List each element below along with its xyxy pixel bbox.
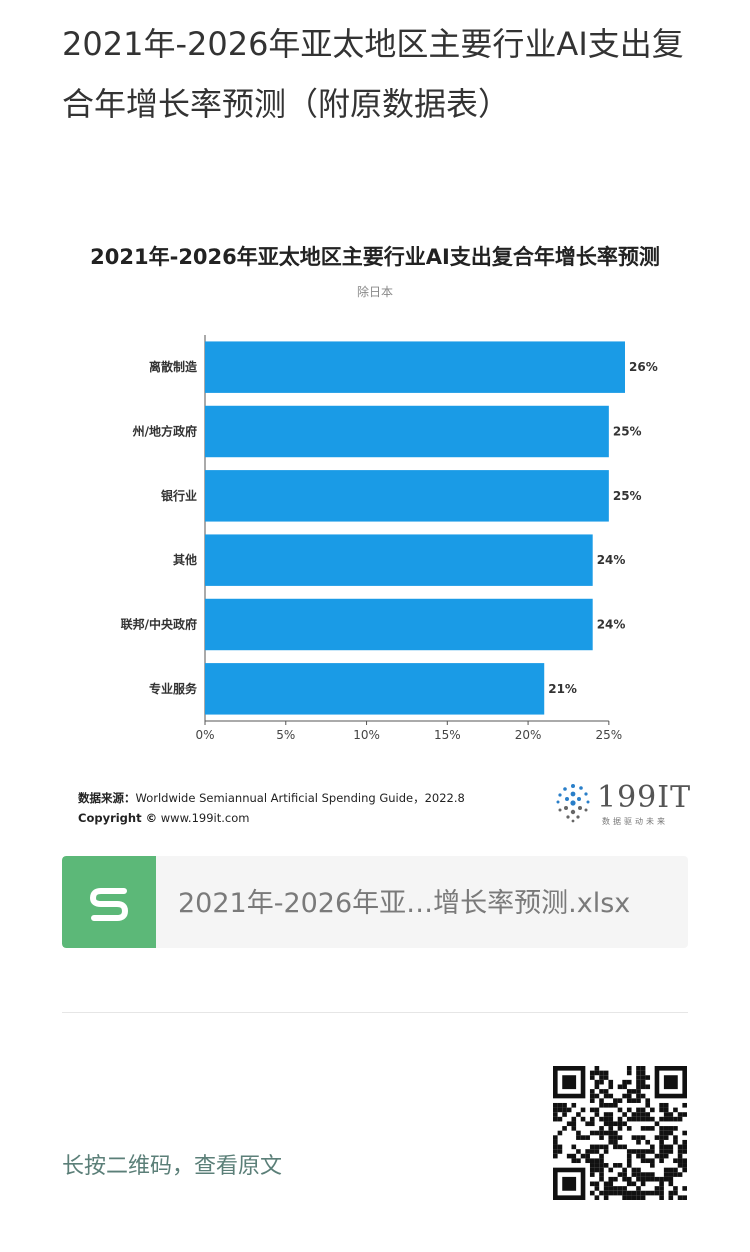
bar	[205, 663, 545, 715]
attachment-file-name: 2021年-2026年亚…增长率预测.xlsx	[178, 888, 631, 919]
value-label: 25%	[613, 425, 642, 439]
bar	[205, 405, 609, 458]
attachment-card[interactable]: 2021年-2026年亚…增长率预测.xlsx	[62, 856, 688, 948]
spreadsheet-file-icon	[62, 856, 156, 948]
source-label: 数据来源：	[78, 791, 136, 805]
article-title: 2021年-2026年亚太地区主要行业AI支出复合年增长率预测（附原数据表）	[62, 25, 684, 123]
value-label: 24%	[597, 553, 626, 567]
qr-hint-text: 长按二维码，查看原文	[62, 1154, 283, 1179]
value-label: 26%	[629, 360, 658, 374]
bar-chart: 离散制造 26% 州/地方政府 25% 银行业 25% 其他 24% 联邦/中央政府 24% 专业服…	[121, 335, 658, 742]
copyright-label: Copyright ©	[78, 811, 158, 825]
chart-subtitle: 除日本	[356, 285, 393, 299]
category-label: 州/地方政府	[132, 424, 197, 439]
bar	[205, 598, 593, 651]
x-tick-label: 15%	[434, 728, 461, 742]
bar	[205, 341, 625, 393]
category-label: 其他	[173, 552, 197, 567]
x-tick-label: 20%	[515, 728, 542, 742]
value-label: 24%	[597, 618, 626, 632]
brand-logo: 199IT 数据驱动未来	[550, 780, 690, 830]
chart-source: 数据来源：Worldwide Semiannual Artificial Spe…	[78, 788, 465, 828]
chart-image[interactable]: 2021年-2026年亚太地区主要行业AI支出复合年增长率预测 除日本 离散制造…	[55, 225, 695, 840]
bar	[205, 534, 593, 586]
brand-dots-icon	[556, 784, 590, 823]
category-label: 联邦/中央政府	[121, 617, 197, 632]
bar	[205, 470, 609, 522]
divider	[62, 1012, 688, 1013]
category-label: 银行业	[161, 488, 197, 503]
x-tick-label: 0%	[195, 728, 214, 742]
qr-code-icon[interactable]	[553, 1066, 687, 1200]
source-text: Worldwide Semiannual Artificial Spending…	[135, 791, 465, 805]
category-label: 离散制造	[149, 359, 198, 374]
value-label: 25%	[613, 489, 642, 503]
brand-tagline: 数据驱动未来	[602, 817, 668, 826]
category-label: 专业服务	[149, 681, 198, 696]
brand-name: 199IT	[597, 780, 692, 815]
chart-title: 2021年-2026年亚太地区主要行业AI支出复合年增长率预测	[90, 245, 660, 269]
x-tick-label: 25%	[596, 728, 623, 742]
x-tick-label: 10%	[353, 728, 380, 742]
x-tick-label: 5%	[276, 728, 295, 742]
value-label: 21%	[548, 682, 577, 696]
copyright-text: www.199it.com	[157, 811, 250, 825]
